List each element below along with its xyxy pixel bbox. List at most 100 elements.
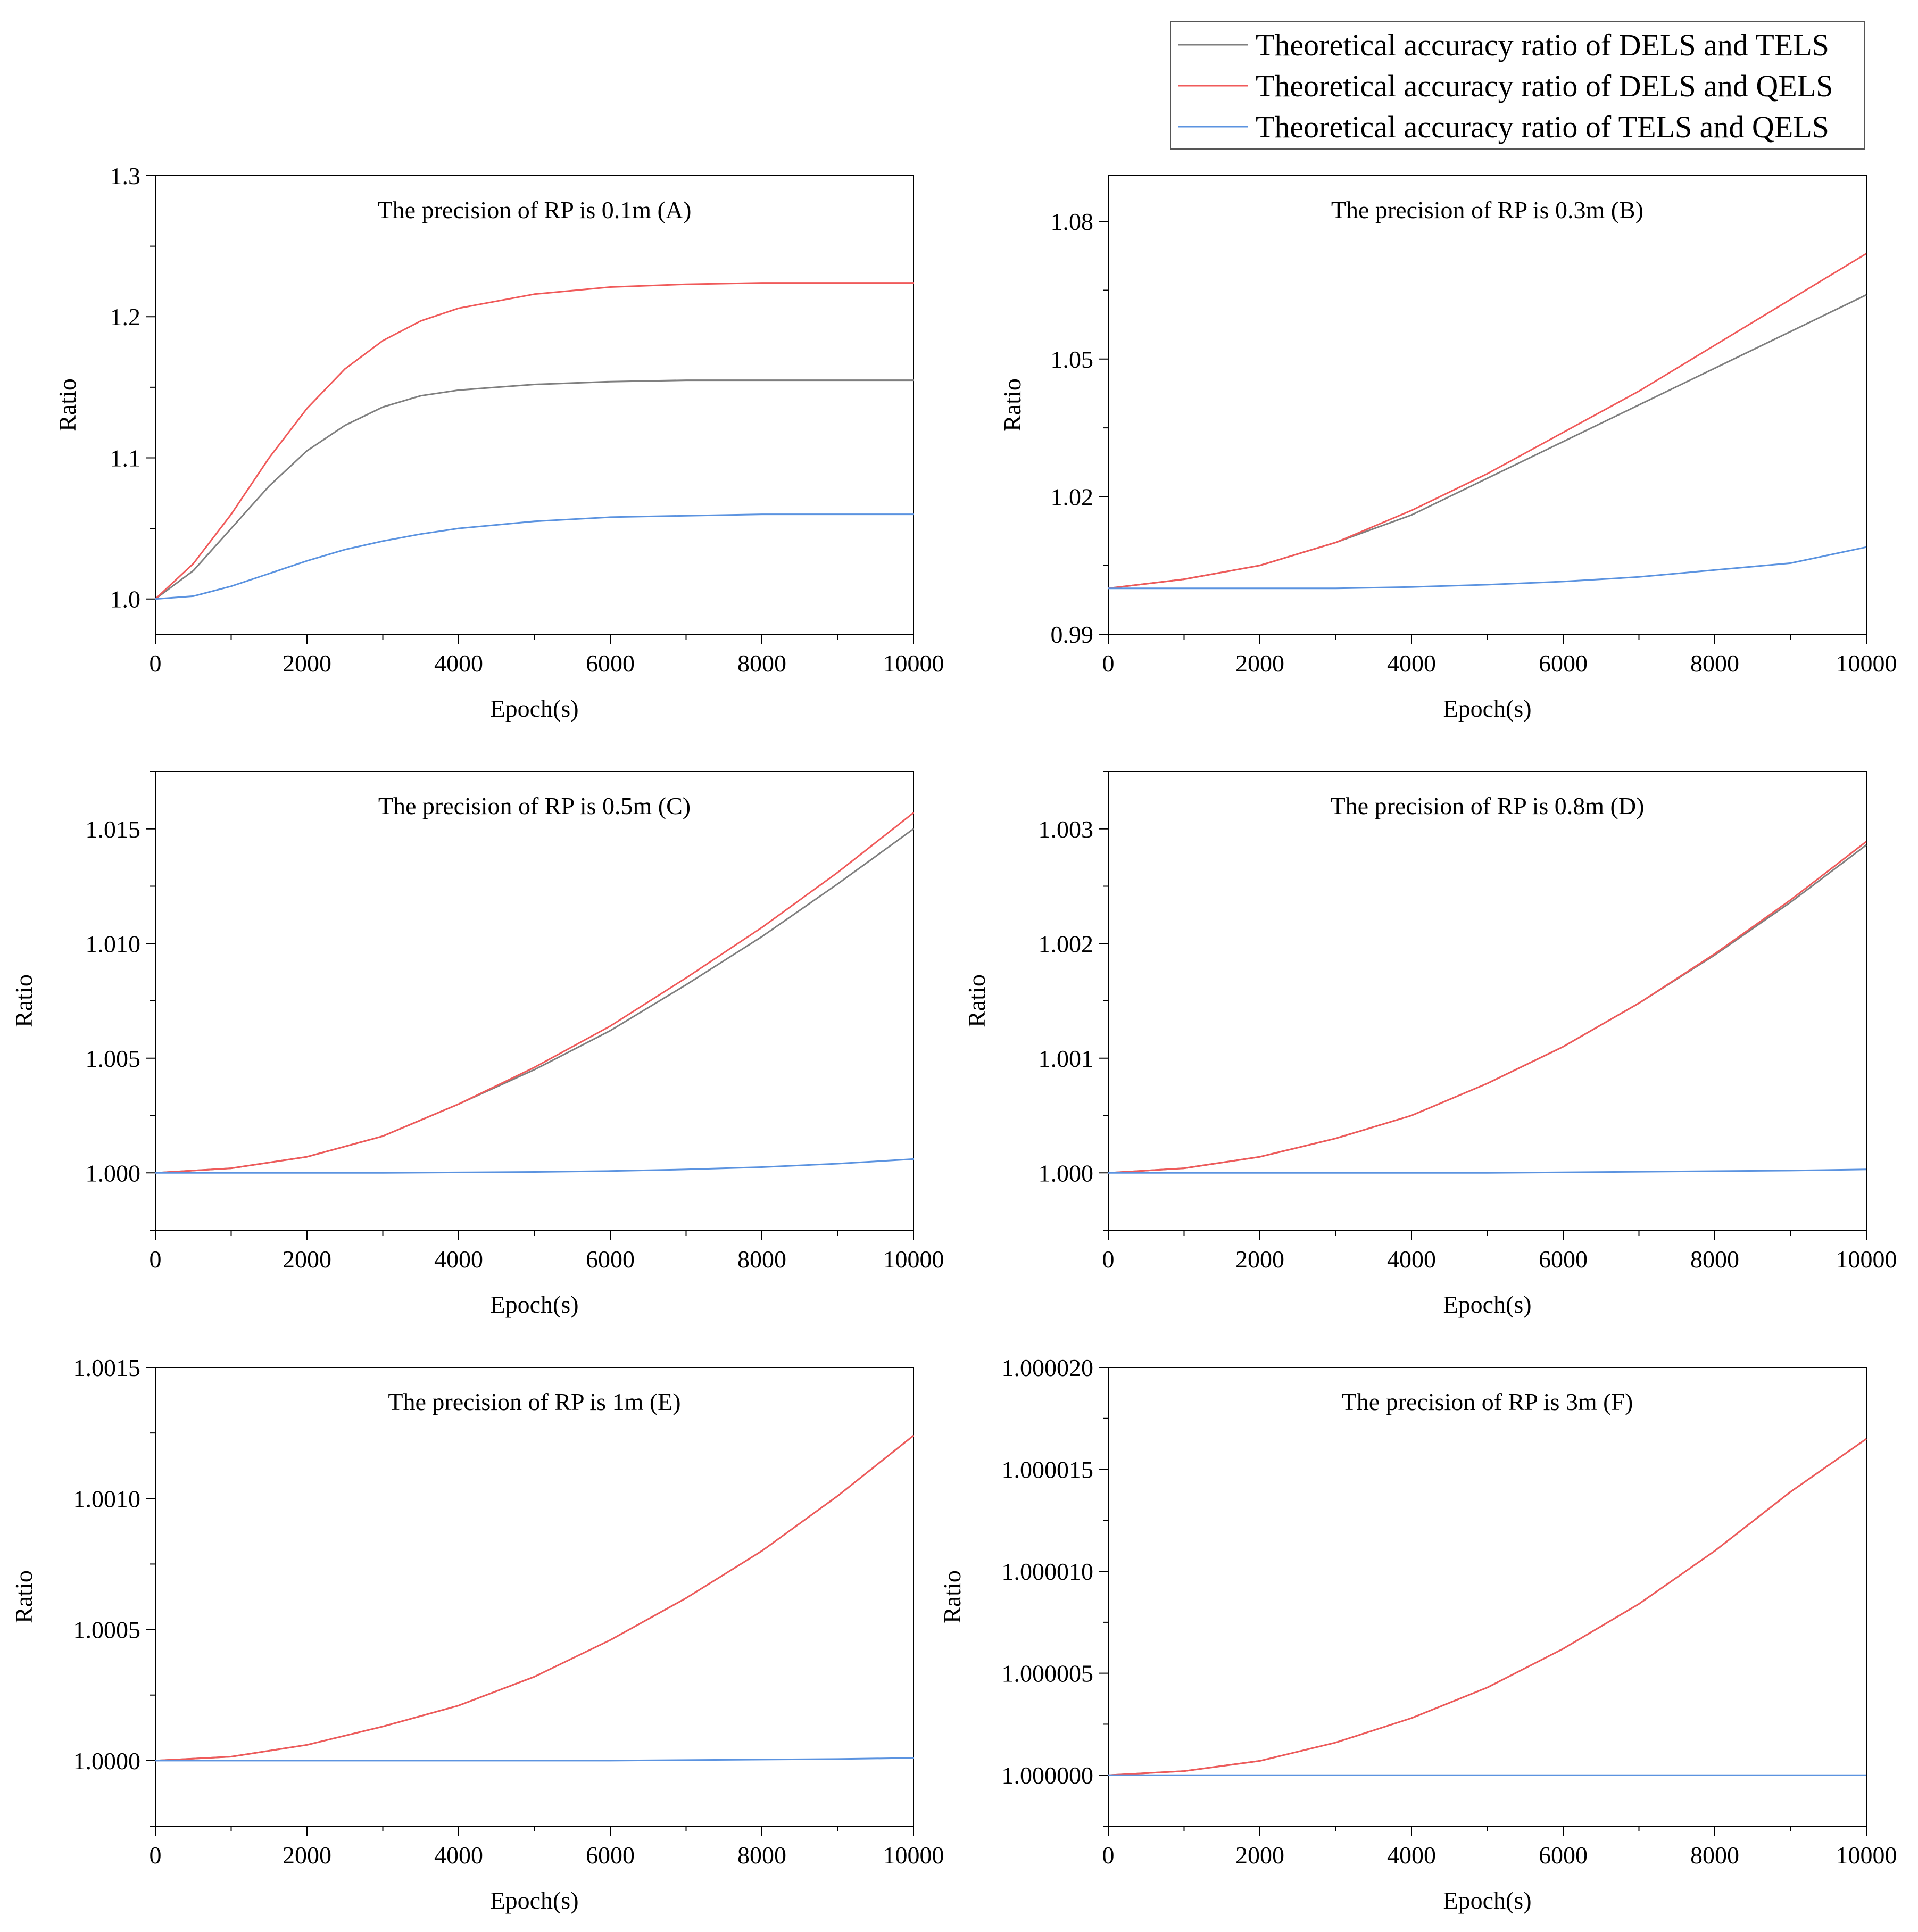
legend-box (1170, 21, 1865, 150)
y-tick-label: 1.005 (86, 1045, 141, 1072)
plot-title: The precision of RP is 1m (E) (388, 1388, 680, 1415)
y-tick-label: 1.000000 (1002, 1762, 1094, 1789)
series-line-dels-tels (1108, 294, 1867, 590)
y-tick-label: 1.0010 (73, 1485, 141, 1512)
y-tick-label: 1.08 (1051, 208, 1094, 235)
y-tick-label: 1.003 (1039, 816, 1094, 843)
x-tick-label: 4000 (1387, 650, 1436, 677)
plot-title: The precision of RP is 0.8m (D) (1331, 792, 1645, 819)
x-axis-title: Epoch(s) (1443, 695, 1531, 722)
x-axis-title: Epoch(s) (490, 1887, 578, 1914)
series-line-tels-qels (1108, 546, 1867, 590)
x-tick-label: 8000 (737, 650, 786, 677)
y-tick-label: 1.000 (1039, 1159, 1094, 1187)
y-tick-label: 1.002 (1039, 930, 1094, 957)
x-tick-label: 2000 (283, 1246, 331, 1273)
x-tick-label: 8000 (1690, 650, 1739, 677)
x-tick-label: 6000 (1539, 650, 1588, 677)
plot-title: The precision of RP is 3m (F) (1342, 1388, 1633, 1415)
x-axis-title: Epoch(s) (1443, 1887, 1531, 1914)
y-tick-label: 1.3 (110, 162, 141, 189)
y-tick-label: 1.001 (1039, 1045, 1094, 1072)
chart-panel-a: 0 2000 4000 6000 8000 10000 1.0 1.1 1.2 1.3 Epoch(… (54, 162, 944, 722)
series-line-dels-qels (154, 282, 914, 600)
y-tick-label: 1.02 (1051, 483, 1094, 510)
y-axis-title: Ratio (10, 1570, 37, 1623)
series-line-dels-qels (155, 812, 914, 1174)
series-line-tels-qels (155, 1757, 914, 1762)
y-axis-title: Ratio (10, 974, 37, 1027)
y-tick-label: 1.000 (86, 1159, 141, 1187)
series-line-dels-qels (1108, 841, 1867, 1174)
plot-title: The precision of RP is 0.5m (C) (378, 792, 691, 819)
x-tick-label: 4000 (434, 650, 483, 677)
plot-frame (1108, 175, 1867, 635)
series-line-tels-qels (1108, 1168, 1867, 1174)
x-tick-label: 6000 (1539, 1246, 1588, 1273)
y-axis-title: Ratio (999, 378, 1026, 432)
y-tick-label: 1.000005 (1002, 1660, 1094, 1687)
plot-frame (1108, 771, 1867, 1231)
x-tick-label: 0 (150, 1246, 162, 1273)
x-tick-label: 0 (1102, 1842, 1115, 1869)
y-tick-label: 1.000010 (1002, 1558, 1094, 1585)
y-tick-label: 1.010 (86, 930, 141, 957)
plot-title: The precision of RP is 0.3m (B) (1331, 196, 1643, 223)
legend-label-dels-tels: Theoretical accuracy ratio of DELS and T… (1256, 28, 1829, 62)
series-line-tels-qels (155, 513, 914, 600)
x-tick-label: 6000 (586, 650, 635, 677)
series-line-dels-tels (155, 1435, 914, 1762)
x-tick-label: 10000 (883, 1246, 944, 1273)
y-tick-label: 1.05 (1051, 346, 1094, 373)
chart-panel-b: 0 2000 4000 6000 8000 10000 0.99 1.02 1.05 1.08 Ep… (999, 175, 1897, 722)
x-tick-label: 4000 (434, 1842, 483, 1869)
series-line-dels-tels (1108, 844, 1867, 1174)
y-tick-label: 1.1 (110, 444, 141, 471)
y-tick-label: 1.2 (110, 303, 141, 330)
x-tick-label: 8000 (737, 1246, 786, 1273)
y-tick-label: 1.0015 (73, 1354, 141, 1381)
x-tick-label: 2000 (283, 1842, 331, 1869)
chart-panel-f: 0 2000 4000 6000 8000 10000 1.000000 1.000005 1.… (939, 1354, 1897, 1914)
x-tick-label: 0 (1102, 650, 1115, 677)
x-tick-label: 4000 (1387, 1842, 1436, 1869)
plot-title: The precision of RP is 0.1m (A) (378, 196, 692, 223)
x-tick-label: 10000 (1836, 1842, 1897, 1869)
x-tick-label: 8000 (1690, 1246, 1739, 1273)
chart-panel-d: 0 2000 4000 6000 8000 10000 1.000 1.001 1.002 1.0… (963, 771, 1897, 1318)
x-tick-label: 2000 (1235, 650, 1284, 677)
series-line-dels-qels (1108, 253, 1867, 590)
y-tick-label: 1.0000 (73, 1747, 141, 1775)
x-axis-title: Epoch(s) (490, 695, 578, 722)
x-tick-label: 0 (1102, 1246, 1115, 1273)
x-tick-label: 10000 (1836, 650, 1897, 677)
y-axis-title: Ratio (54, 378, 81, 432)
x-tick-label: 6000 (586, 1842, 635, 1869)
x-tick-label: 0 (150, 650, 162, 677)
x-tick-label: 10000 (883, 650, 944, 677)
x-tick-label: 10000 (883, 1842, 944, 1869)
y-tick-label: 1.000015 (1002, 1456, 1094, 1483)
y-tick-label: 1.000020 (1002, 1354, 1094, 1381)
x-axis-title: Epoch(s) (490, 1291, 578, 1318)
x-tick-label: 8000 (737, 1842, 786, 1869)
x-tick-label: 2000 (1235, 1842, 1284, 1869)
x-tick-label: 0 (150, 1842, 162, 1869)
panels: 0 2000 4000 6000 8000 10000 1.0 1.1 1.2 1.3 Epoch(… (10, 162, 1897, 1914)
y-axis-title: Ratio (963, 974, 990, 1027)
x-tick-label: 2000 (283, 650, 331, 677)
series-line-dels-qels (155, 1435, 914, 1762)
series-line-dels-tels (1108, 1438, 1867, 1776)
series-line-dels-tels (155, 828, 914, 1174)
chart-panel-e: 0 2000 4000 6000 8000 10000 1.0000 1.0005 1.0010… (10, 1354, 944, 1914)
legend-label-tels-qels: Theoretical accuracy ratio of TELS and Q… (1256, 110, 1829, 144)
plot-frame (1108, 1367, 1867, 1827)
x-tick-label: 8000 (1690, 1842, 1739, 1869)
x-tick-label: 4000 (434, 1246, 483, 1273)
series-line-tels-qels (155, 1158, 914, 1174)
chart-panel-c: 0 2000 4000 6000 8000 10000 1.000 1.005 1.010 1.0… (10, 771, 944, 1318)
x-axis-title: Epoch(s) (1443, 1291, 1531, 1318)
x-tick-label: 6000 (1539, 1842, 1588, 1869)
plot-frame (155, 175, 914, 635)
